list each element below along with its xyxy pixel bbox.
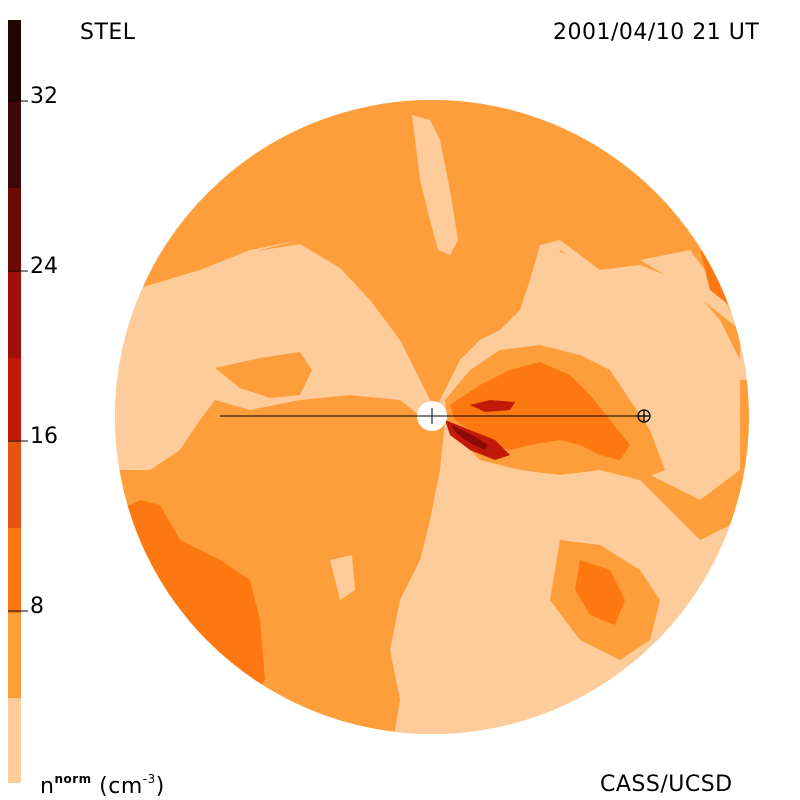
region-bottom-light-channel (330, 555, 355, 600)
region-dark-streak-upper (470, 400, 515, 412)
colorbar-sub-h (8, 528, 21, 613)
unit-label-exp: -3 (142, 772, 156, 786)
tick-label-16: 16 (30, 424, 58, 449)
colorbar-sub-g (8, 613, 21, 698)
region-darkest-core (452, 425, 488, 450)
region-right-blob (675, 440, 712, 495)
unit-label: nnorm (cm-3) (40, 772, 165, 799)
unit-label-main: n (40, 774, 55, 799)
tick-label-8: 8 (30, 594, 44, 619)
colorbar: 32 24 16 8 (8, 20, 58, 783)
colorbar-sub-b (8, 358, 21, 440)
region-top-orange (115, 100, 749, 410)
unit-label-rest: (cm (91, 774, 143, 799)
region-bottom-center-medium (280, 560, 330, 650)
colorbar-sub-d (8, 188, 21, 270)
colorbar-sub-c (8, 270, 21, 358)
unit-label-sup: norm (54, 772, 92, 786)
tick-label-32: 32 (30, 84, 58, 109)
region-bottom-right-medium (575, 560, 625, 625)
earth-symbol (637, 409, 651, 423)
region-medium-right (450, 362, 630, 460)
region-streamer (412, 115, 458, 255)
timestamp-label: 2001/04/10 21 UT (553, 20, 760, 45)
colorbar-sub-f (8, 20, 21, 100)
colorbar-sub-e (8, 100, 21, 188)
colorbar-segment-0 (8, 698, 21, 783)
credit-label: CASS/UCSD (600, 772, 733, 797)
colorbar-sub-a (8, 440, 21, 528)
tick-label-24: 24 (30, 254, 58, 279)
unit-label-close: ) (155, 774, 165, 799)
observer-label: STEL (80, 20, 136, 45)
region-orange-island-left (215, 352, 312, 398)
